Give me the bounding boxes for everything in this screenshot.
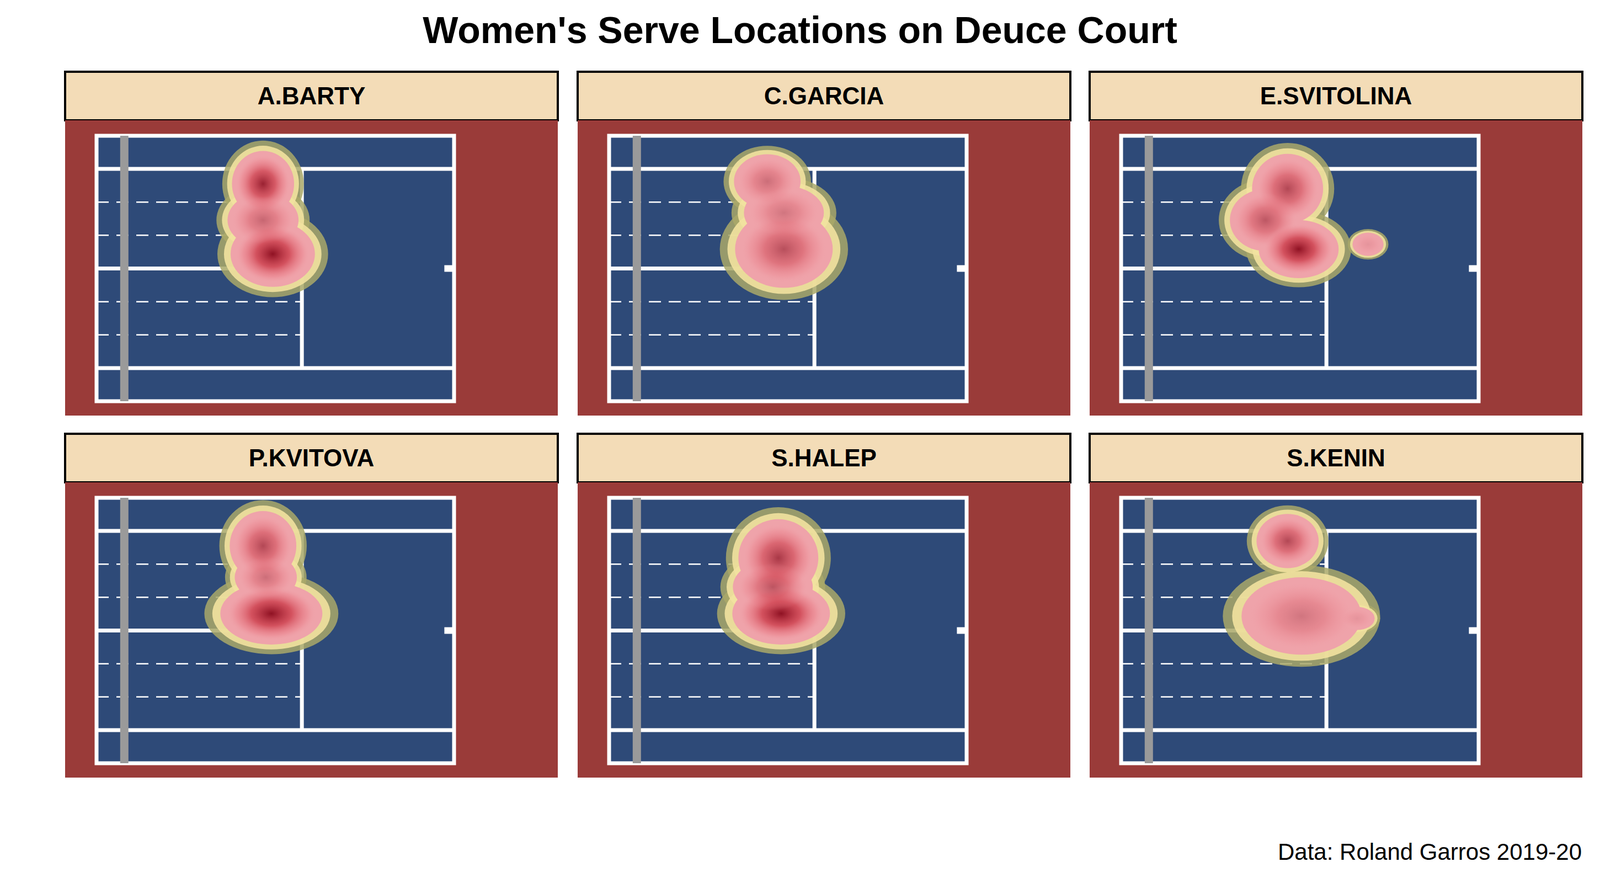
court [96, 497, 455, 764]
panel-bg [577, 482, 1071, 778]
density [720, 145, 848, 300]
density-peak [1354, 233, 1382, 255]
panel: S.HALEP [577, 433, 1071, 778]
strip-label: C.GARCIA [764, 82, 885, 110]
density-peak [1263, 223, 1334, 275]
court-line [609, 365, 967, 370]
density [1218, 142, 1389, 288]
court [1121, 497, 1479, 764]
chart: Women's Serve Locations on Deuce Court Da… [0, 0, 1600, 883]
court-line [609, 727, 967, 732]
density-peak [238, 556, 293, 598]
density-contour [1352, 232, 1384, 256]
panel: C.GARCIA [577, 71, 1071, 416]
court-line [444, 265, 455, 272]
panel: S.KENIN [1089, 433, 1583, 778]
court [609, 135, 967, 402]
density-peak [231, 196, 295, 244]
panel: P.KVITOVA [65, 433, 558, 778]
court [1121, 135, 1479, 402]
panel-bg [65, 482, 558, 778]
density-peak [737, 563, 808, 611]
court-line [444, 627, 455, 634]
court [96, 135, 455, 402]
density [1222, 505, 1380, 667]
court-line [1121, 365, 1479, 370]
title: Women's Serve Locations on Deuce Court [422, 8, 1178, 51]
density-contour [1246, 505, 1329, 577]
background [0, 0, 1600, 883]
density [717, 507, 846, 655]
strip [577, 71, 1071, 121]
density-contour [1222, 564, 1380, 667]
panel-bg [1089, 120, 1583, 416]
court-line [1121, 727, 1479, 732]
panel-bg [65, 120, 558, 416]
strip-label: S.HALEP [771, 444, 877, 472]
strip [65, 71, 558, 121]
strip [1089, 71, 1583, 121]
density-peak [1341, 608, 1373, 629]
panel: E.SVITOLINA [1089, 71, 1583, 416]
net [632, 135, 642, 402]
court-line [956, 265, 967, 272]
density-contour [1251, 509, 1324, 573]
panel: A.BARTY [65, 71, 558, 416]
net [632, 497, 642, 764]
court-line [96, 365, 455, 370]
panel-bg [1089, 482, 1583, 778]
net [120, 497, 129, 764]
density-contour [1350, 230, 1386, 258]
strip [65, 433, 558, 483]
density-contour [1347, 228, 1389, 260]
strip [1089, 433, 1583, 483]
net [120, 135, 129, 402]
net [1144, 135, 1154, 402]
density-peak [748, 189, 819, 237]
strip-label: S.KENIN [1286, 444, 1385, 472]
strip-label: A.BARTY [257, 82, 366, 110]
court-line [1468, 265, 1479, 272]
density-peak [1249, 582, 1354, 650]
net [1144, 497, 1154, 764]
court-line [96, 727, 455, 732]
density [204, 499, 339, 654]
strip-label: P.KVITOVA [248, 444, 375, 472]
panel-bg [577, 120, 1071, 416]
density-contour [1256, 513, 1319, 568]
strip [577, 433, 1071, 483]
density [216, 140, 328, 298]
court-line [956, 627, 967, 634]
caption: Data: Roland Garros 2019-20 [1277, 838, 1582, 865]
court-line [1468, 627, 1479, 634]
court [609, 497, 967, 764]
density-peak [1260, 516, 1315, 565]
strip-label: E.SVITOLINA [1260, 82, 1412, 110]
